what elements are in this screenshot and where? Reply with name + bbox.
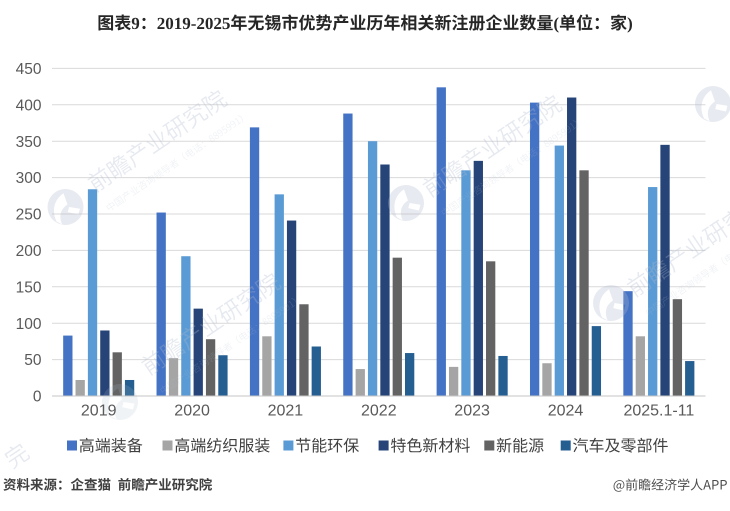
svg-text:50: 50 (24, 352, 42, 369)
svg-text:450: 450 (16, 61, 42, 78)
svg-text:250: 250 (16, 207, 42, 224)
svg-text:2023: 2023 (454, 403, 490, 420)
svg-text:150: 150 (16, 279, 42, 296)
svg-text:2021: 2021 (268, 403, 304, 420)
svg-text:0: 0 (33, 389, 42, 406)
svg-text:2019: 2019 (81, 403, 117, 420)
svg-text:2022: 2022 (361, 403, 397, 420)
svg-text:2025.1-11: 2025.1-11 (623, 403, 694, 420)
svg-text:2020: 2020 (174, 403, 210, 420)
svg-text:2024: 2024 (548, 403, 584, 420)
svg-text:200: 200 (16, 243, 42, 260)
svg-text:400: 400 (16, 97, 42, 114)
svg-text:300: 300 (16, 170, 42, 187)
svg-text:350: 350 (16, 134, 42, 151)
svg-text:100: 100 (16, 316, 42, 333)
